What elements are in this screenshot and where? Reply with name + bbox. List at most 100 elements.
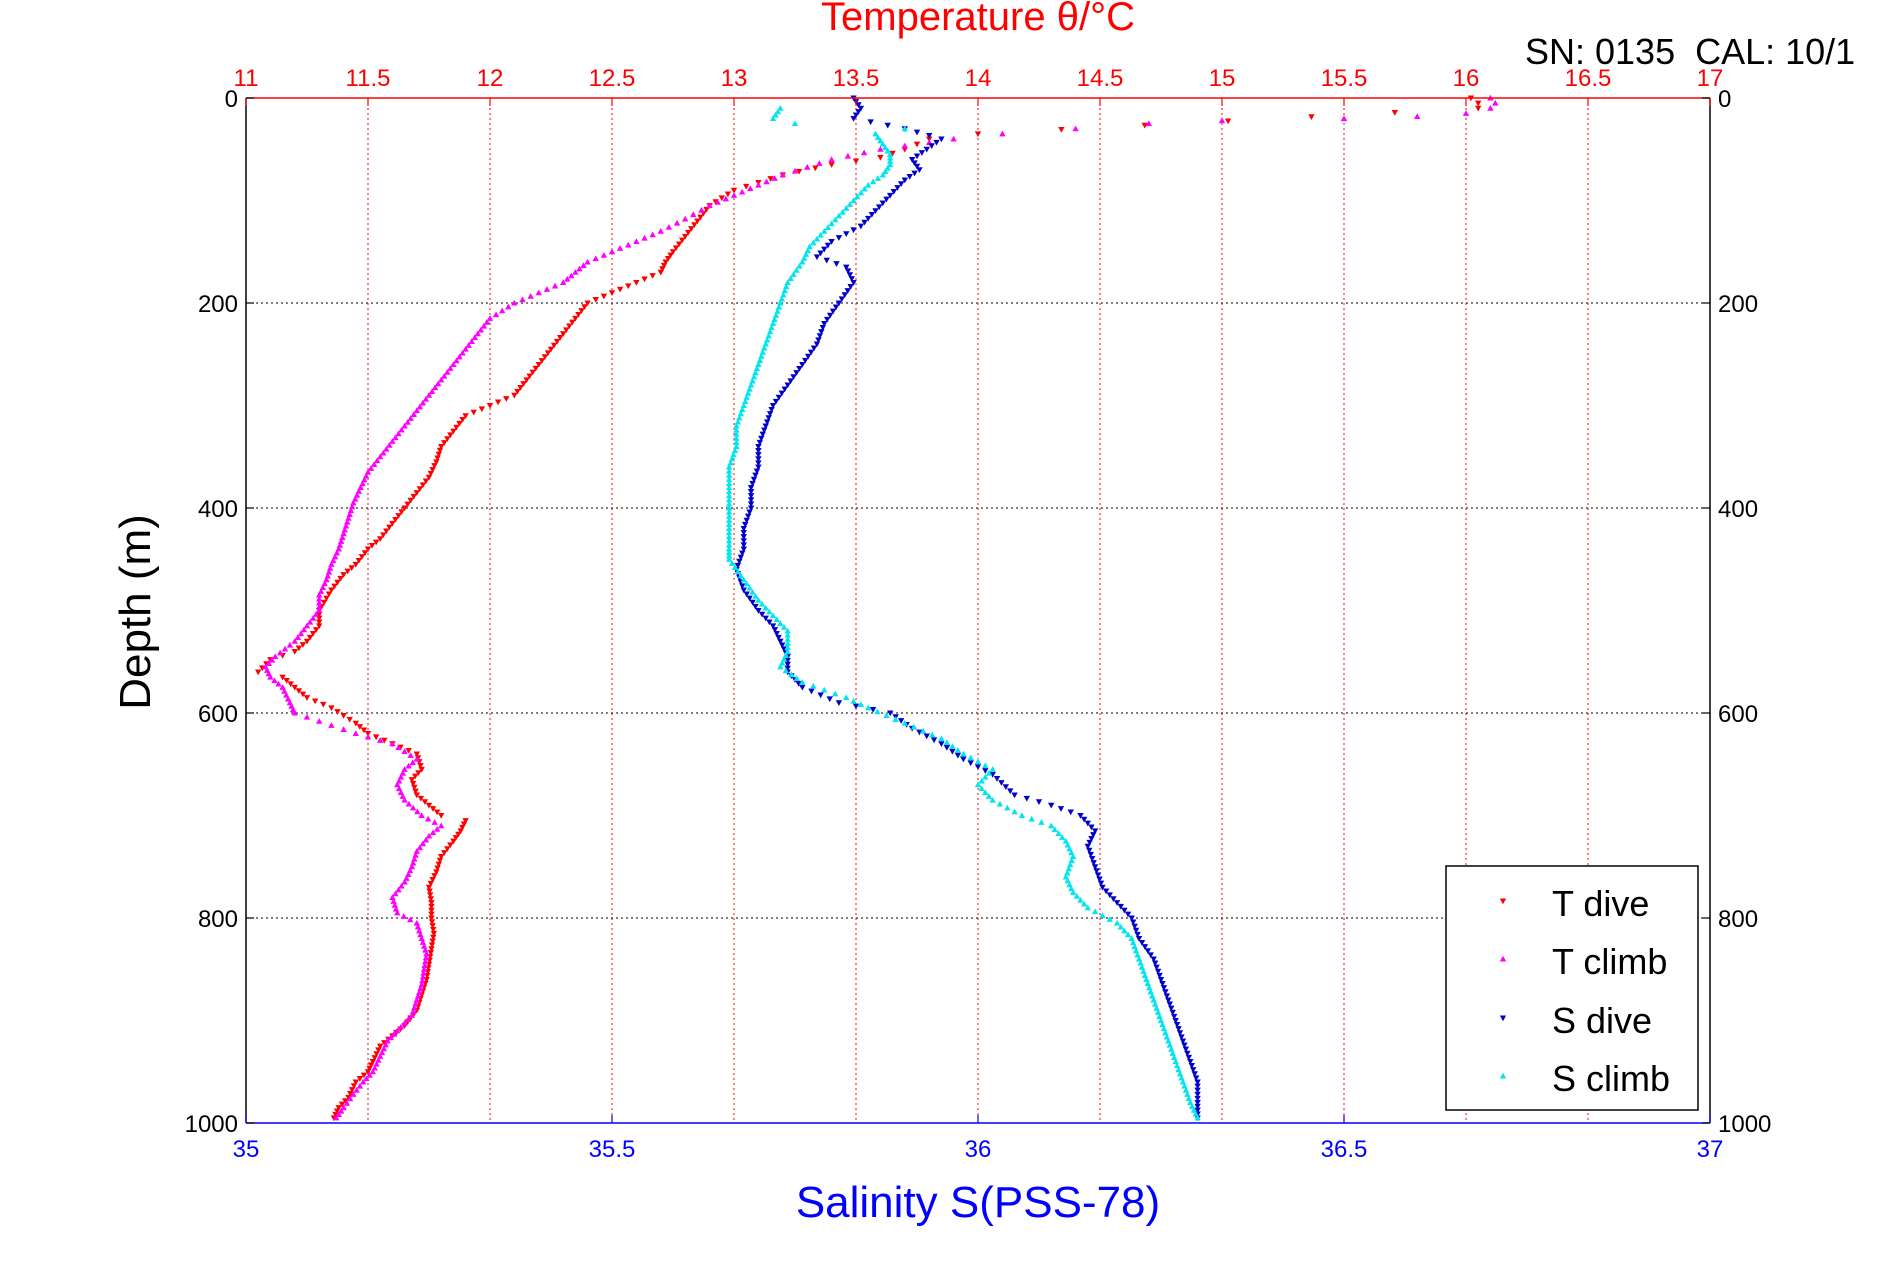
data-point [846, 272, 854, 279]
data-point [529, 369, 536, 376]
data-point [584, 300, 591, 307]
data-point [1131, 923, 1138, 930]
data-point [1067, 809, 1074, 816]
data-point [1124, 911, 1132, 918]
data-point [1099, 912, 1106, 918]
data-point [1093, 868, 1100, 875]
data-point [331, 583, 338, 590]
data-point [810, 682, 817, 689]
data-point [438, 376, 445, 383]
data-point [913, 129, 921, 136]
chart-title: Temperature θ/°C [821, 0, 1135, 39]
data-point [788, 671, 795, 678]
data-point [569, 319, 576, 326]
data-point [913, 163, 921, 170]
data-point [425, 884, 433, 891]
data-point [1077, 896, 1084, 903]
data-point [572, 269, 579, 275]
data-point [366, 1065, 373, 1072]
data-point [725, 472, 733, 478]
data-point [733, 435, 740, 441]
data-point [872, 208, 879, 214]
data-point [452, 835, 460, 841]
data-point [784, 640, 791, 646]
data-point [363, 1075, 370, 1082]
data-point [340, 726, 347, 732]
data-point [568, 272, 575, 279]
data-point [372, 539, 380, 546]
data-point [766, 328, 774, 335]
depth-tick-label-right: 400 [1718, 496, 1758, 523]
data-point [416, 989, 423, 995]
data-point [334, 709, 341, 715]
data-point [1067, 861, 1074, 868]
data-point [728, 560, 736, 566]
data-point [877, 146, 884, 152]
data-point [960, 750, 967, 757]
data-point [852, 158, 860, 165]
data-point [884, 147, 891, 154]
data-point [781, 386, 788, 393]
data-point [1165, 1037, 1172, 1044]
data-point [459, 824, 466, 831]
data-point [777, 105, 784, 111]
data-point [737, 410, 745, 417]
data-point [333, 1108, 341, 1115]
data-point [519, 296, 526, 303]
data-point [810, 345, 818, 352]
data-point [1080, 816, 1088, 823]
data-point [665, 223, 673, 230]
data-point [417, 931, 424, 938]
data-point [433, 809, 441, 816]
data-point [1147, 988, 1154, 995]
data-point [332, 1111, 339, 1118]
data-point [1163, 1033, 1171, 1040]
data-point [641, 234, 648, 241]
data-point [761, 344, 768, 351]
data-point [1124, 931, 1132, 938]
data-point [373, 457, 381, 464]
data-point [1168, 1005, 1175, 1012]
data-point [755, 597, 762, 603]
data-point [405, 1016, 412, 1022]
data-point [1069, 889, 1077, 895]
data-point [752, 369, 759, 376]
data-point [418, 935, 425, 942]
data-point [395, 886, 402, 893]
data-point [356, 724, 364, 730]
data-point [447, 365, 454, 371]
data-point [316, 599, 323, 606]
data-point [383, 445, 390, 452]
data-point [742, 398, 749, 404]
data-point [459, 349, 466, 356]
data-point [793, 267, 800, 273]
data-point [777, 299, 784, 306]
data-point [395, 430, 402, 437]
data-point [747, 484, 755, 491]
data-point [874, 175, 882, 181]
data-point [465, 342, 472, 348]
data-point [352, 1079, 359, 1086]
data-point [410, 411, 417, 418]
data-point [1117, 903, 1124, 910]
data-point [416, 403, 424, 410]
data-point [575, 311, 582, 318]
depth-tick-label-right: 600 [1718, 701, 1758, 728]
data-point [1051, 826, 1059, 833]
data-point [886, 154, 894, 161]
data-point [337, 1107, 345, 1114]
data-point [791, 120, 799, 127]
data-point [401, 748, 408, 754]
data-point [949, 748, 956, 755]
data-point [736, 558, 743, 565]
data-point [438, 822, 445, 829]
data-point [429, 923, 436, 929]
data-point [740, 534, 747, 540]
data-point [418, 812, 425, 819]
data-point [474, 330, 481, 337]
legend-entry: S climb [1499, 1058, 1670, 1099]
data-point [309, 631, 317, 637]
data-point [1340, 115, 1348, 122]
data-point [1218, 117, 1226, 124]
data-point [303, 713, 311, 720]
